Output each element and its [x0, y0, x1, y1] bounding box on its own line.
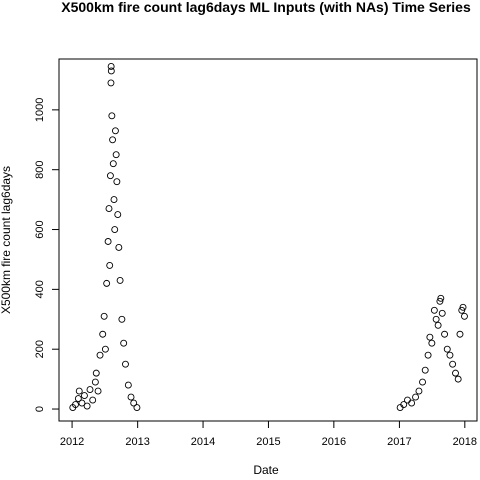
y-tick-label: 400	[34, 280, 46, 298]
data-point	[89, 396, 97, 404]
x-axis: 2012 2013 2014 2015 2016 2017 2018	[60, 420, 477, 448]
x-axis-label: Date	[253, 463, 279, 477]
data-point	[458, 306, 466, 314]
data-point	[108, 112, 116, 120]
data-point	[461, 312, 468, 320]
data-point	[113, 178, 121, 186]
data-point	[449, 360, 457, 368]
y-tick-label: 800	[34, 161, 46, 179]
data-point	[438, 309, 446, 317]
y-tick-label: 200	[34, 340, 46, 358]
x-tick-label: 2014	[191, 436, 215, 448]
data-point	[105, 205, 113, 213]
data-point	[130, 399, 138, 407]
data-point	[107, 79, 115, 87]
plot-frame	[58, 58, 478, 422]
data-point	[459, 303, 467, 311]
data-point	[428, 339, 436, 347]
data-point	[124, 381, 132, 389]
data-point	[86, 386, 94, 394]
data-point	[443, 345, 451, 353]
data-point	[456, 330, 464, 338]
data-point	[116, 276, 124, 284]
data-point	[133, 404, 141, 411]
data-point	[80, 392, 88, 400]
data-point	[92, 369, 100, 377]
data-point	[107, 63, 115, 70]
chart-title: X500km fire count lag6days ML Inputs (wi…	[61, 0, 471, 15]
data-point	[404, 396, 411, 404]
data-point	[109, 160, 117, 168]
data-point	[109, 136, 117, 144]
y-axis-label: X500km fire count lag6days	[0, 166, 13, 314]
data-point	[104, 238, 112, 245]
x-tick-label: 2018	[453, 436, 477, 448]
data-point	[114, 211, 122, 219]
data-point	[78, 399, 86, 407]
data-point	[446, 351, 454, 359]
data-point	[452, 369, 459, 377]
data-point	[127, 393, 135, 401]
data-point	[72, 401, 79, 408]
data-point	[100, 312, 108, 320]
data-point	[430, 306, 438, 314]
data-point	[122, 360, 129, 368]
y-axis: 0 200 400 600 800 1000	[34, 98, 60, 412]
data-point	[120, 339, 128, 347]
data-point	[115, 244, 123, 251]
data-point	[110, 196, 118, 204]
x-tick-label: 2013	[125, 436, 149, 448]
data-point	[441, 330, 449, 338]
data-point	[432, 315, 440, 323]
data-point	[118, 315, 126, 323]
data-point	[415, 387, 423, 395]
x-tick-label: 2012	[60, 436, 84, 448]
data-points	[69, 63, 468, 411]
data-point	[400, 401, 408, 408]
data-point	[75, 387, 83, 395]
data-point	[111, 127, 119, 135]
data-point	[101, 345, 109, 353]
data-point	[99, 330, 107, 338]
data-point	[408, 399, 416, 407]
data-point	[437, 294, 445, 302]
data-point	[96, 351, 104, 359]
y-tick-label: 1000	[34, 98, 46, 122]
y-tick-label: 0	[34, 406, 46, 412]
data-point	[421, 366, 429, 374]
data-point	[74, 395, 82, 403]
data-point	[111, 226, 119, 233]
data-point	[436, 297, 444, 305]
data-point	[94, 387, 102, 395]
data-point	[103, 279, 111, 287]
data-point	[112, 151, 120, 159]
y-tick-label: 600	[34, 220, 46, 238]
data-point	[106, 172, 114, 180]
data-point	[107, 67, 115, 75]
data-point	[454, 375, 462, 383]
x-tick-label: 2017	[387, 436, 411, 448]
data-point	[412, 393, 419, 401]
data-point	[419, 378, 426, 386]
data-point	[434, 321, 442, 329]
data-point	[91, 378, 99, 386]
x-tick-label: 2016	[322, 436, 346, 448]
data-point	[426, 333, 434, 341]
x-tick-label: 2015	[256, 436, 280, 448]
data-point	[83, 402, 91, 410]
data-point	[424, 351, 432, 359]
data-point	[106, 261, 114, 269]
